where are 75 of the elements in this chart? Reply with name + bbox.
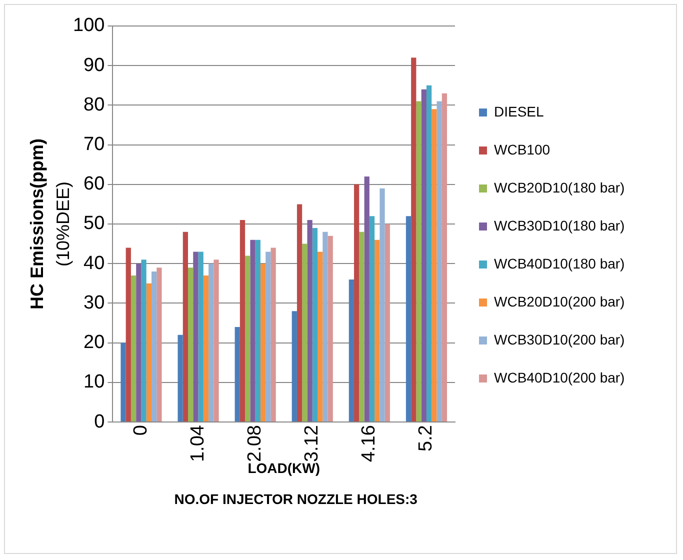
bar (203, 275, 209, 422)
bar (307, 220, 312, 422)
bar (292, 311, 297, 422)
legend-label: WCB30D10(200 bar) (494, 331, 625, 348)
bar (312, 228, 318, 422)
bar (151, 272, 157, 422)
bar (214, 260, 219, 422)
bar (136, 264, 142, 422)
legend-label: WCB40D10(180 bar) (494, 255, 625, 272)
bar (245, 256, 250, 422)
bar (328, 236, 333, 422)
bar (270, 248, 276, 422)
bar (359, 232, 364, 422)
y-tick-label: 0 (94, 411, 105, 432)
y-axis-title: HC Emissions(ppm) (10%DEE) (26, 138, 73, 310)
bar (322, 232, 328, 422)
legend-label: WCB30D10(180 bar) (494, 217, 625, 234)
bar (432, 109, 437, 422)
y-tick-label: 60 (84, 174, 105, 195)
x-tick-label: 0 (130, 425, 152, 436)
x-tick-label: 4.16 (358, 425, 380, 462)
y-tick-label: 100 (73, 15, 105, 36)
bar (260, 264, 266, 422)
bar (374, 240, 380, 422)
bar (411, 58, 416, 422)
bar (141, 260, 146, 422)
bar (302, 244, 308, 422)
y-tick-label: 50 (84, 213, 105, 234)
bar (182, 232, 188, 422)
y-tick-label: 70 (84, 134, 105, 156)
bar (416, 101, 422, 422)
bar (318, 252, 323, 422)
bar (126, 248, 131, 422)
bar (255, 240, 260, 422)
legend-label: WCB20D10(180 bar) (494, 179, 625, 196)
bar (130, 275, 136, 422)
bar (240, 220, 246, 422)
legend-label: WCB40D10(200 bar) (494, 369, 625, 386)
y-tick-label: 90 (84, 54, 105, 76)
y-tick-label: 80 (84, 94, 105, 116)
y-tick-label: 20 (84, 332, 105, 354)
bar (266, 252, 271, 422)
bar (178, 334, 183, 422)
bar (146, 283, 152, 422)
bar (384, 224, 390, 422)
bar (296, 204, 302, 422)
x-tick-label: 5.2 (416, 425, 437, 452)
x-tick-label: 1.04 (188, 424, 209, 462)
bar (436, 101, 442, 422)
legend-label: WCB20D10(200 bar) (494, 293, 625, 310)
y-tick-label: 30 (84, 292, 105, 314)
bar (234, 326, 240, 422)
bar (354, 184, 360, 422)
bar (369, 216, 375, 422)
bar (250, 240, 256, 422)
bar (208, 264, 214, 422)
text: NO.OF INJECTOR NOZZLE HOLES:3 (174, 490, 418, 507)
x-tick-label: 3.12 (302, 425, 323, 462)
y-tick-label: 40 (84, 252, 105, 274)
bar (421, 89, 426, 422)
legend-label: WCB100 (494, 141, 550, 158)
legend-label: DIESEL (494, 103, 544, 120)
bar (193, 252, 198, 422)
bar (188, 268, 194, 422)
bar (120, 342, 126, 422)
bar (380, 188, 385, 422)
bar (442, 93, 448, 422)
bar (426, 85, 432, 422)
x-tick-label: 2.08 (244, 425, 266, 462)
bar (364, 176, 370, 422)
y-tick-label: 10 (84, 372, 105, 393)
bar (198, 252, 204, 422)
bar (156, 268, 162, 422)
bar (406, 216, 412, 422)
bar (348, 279, 354, 422)
